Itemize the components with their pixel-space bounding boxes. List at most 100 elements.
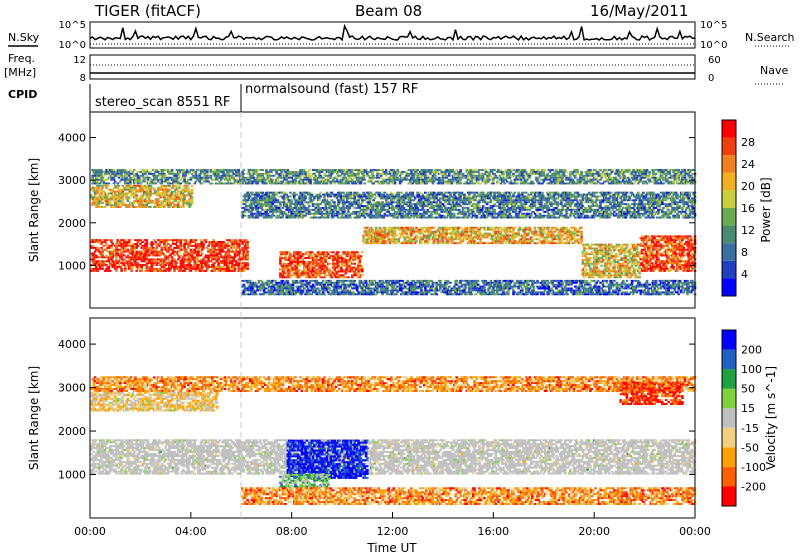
data-cell xyxy=(119,241,122,243)
data-cell xyxy=(241,179,244,181)
data-cell xyxy=(246,245,249,247)
data-cell xyxy=(316,169,319,171)
data-cell xyxy=(182,191,185,193)
data-cell xyxy=(442,240,445,242)
data-cell xyxy=(183,258,186,260)
data-cell xyxy=(496,227,499,229)
data-cell xyxy=(220,255,223,257)
data-cell xyxy=(115,245,118,247)
data-cell xyxy=(520,183,523,185)
data-cell xyxy=(326,267,329,269)
data-cell xyxy=(219,268,222,270)
data-cell xyxy=(384,229,387,231)
data-cell xyxy=(577,179,580,181)
data-cell xyxy=(452,169,455,171)
data-cell xyxy=(451,236,454,238)
data-cell xyxy=(561,177,564,179)
data-cell xyxy=(177,206,180,208)
data-cell xyxy=(395,235,398,237)
data-cell xyxy=(603,175,606,177)
data-cell xyxy=(478,179,481,181)
data-cell xyxy=(235,247,238,249)
data-cell xyxy=(326,255,329,257)
data-cell xyxy=(553,177,556,179)
data-cell xyxy=(599,169,602,171)
data-cell xyxy=(206,260,209,262)
data-cell xyxy=(598,173,601,175)
data-cell xyxy=(103,194,106,196)
data-cell xyxy=(424,169,427,171)
data-cell xyxy=(284,263,287,265)
data-cell xyxy=(442,238,445,240)
data-cell xyxy=(163,200,166,202)
data-cell xyxy=(510,179,513,181)
data-cell xyxy=(672,171,675,173)
data-cell xyxy=(115,268,118,270)
data-cell xyxy=(506,181,509,183)
data-cell xyxy=(509,169,512,171)
data-cell xyxy=(531,181,534,183)
data-cell xyxy=(321,171,324,173)
data-cell xyxy=(500,240,503,242)
data-cell xyxy=(515,240,518,242)
data-cell xyxy=(335,255,338,257)
data-cell xyxy=(215,266,218,268)
data-cell xyxy=(691,181,694,183)
data-cell xyxy=(307,171,310,173)
data-cell xyxy=(604,177,607,179)
data-cell xyxy=(183,255,186,257)
data-cell xyxy=(120,243,123,245)
data-cell xyxy=(289,253,292,255)
data-cell xyxy=(428,233,431,235)
data-cell xyxy=(230,270,233,272)
data-cell xyxy=(472,169,475,171)
data-cell xyxy=(167,258,170,260)
data-cell xyxy=(171,193,174,195)
data-cell xyxy=(331,173,334,175)
data-cell xyxy=(471,181,474,183)
data-cell xyxy=(456,177,459,179)
data-cell xyxy=(404,238,407,240)
data-cell xyxy=(132,187,135,189)
data-cell xyxy=(287,267,290,269)
data-cell xyxy=(235,249,238,251)
data-cell xyxy=(395,240,398,242)
data-cell xyxy=(543,173,546,175)
data-cell xyxy=(225,260,228,262)
data-cell xyxy=(187,179,190,181)
data-cell xyxy=(195,181,198,183)
data-cell xyxy=(190,179,193,181)
data-cell xyxy=(167,256,170,258)
data-cell xyxy=(103,175,106,177)
data-cell xyxy=(109,189,112,191)
data-cell xyxy=(486,236,489,238)
data-cell xyxy=(227,173,230,175)
data-cell xyxy=(230,183,233,185)
data-cell xyxy=(244,181,247,183)
data-cell xyxy=(400,181,403,183)
data-cell xyxy=(434,233,437,235)
data-cell xyxy=(454,173,457,175)
data-cell xyxy=(114,173,117,175)
data-cell xyxy=(601,177,604,179)
data-cell xyxy=(238,247,241,249)
data-cell xyxy=(531,173,534,175)
data-cell xyxy=(580,171,583,173)
data-cell xyxy=(120,251,123,253)
data-cell xyxy=(492,231,495,233)
data-cell xyxy=(345,169,348,171)
data-cell xyxy=(139,239,142,241)
data-cell xyxy=(510,171,513,173)
data-cell xyxy=(609,169,612,171)
data-cell xyxy=(210,169,213,171)
data-cell xyxy=(445,169,448,171)
data-cell xyxy=(318,181,321,183)
data-cell xyxy=(478,229,481,231)
data-cell xyxy=(506,233,509,235)
data-cell xyxy=(393,236,396,238)
data-cell xyxy=(516,179,519,181)
data-cell xyxy=(312,276,315,278)
data-cell xyxy=(526,183,529,185)
data-cell xyxy=(534,227,537,229)
data-cell xyxy=(129,260,132,262)
